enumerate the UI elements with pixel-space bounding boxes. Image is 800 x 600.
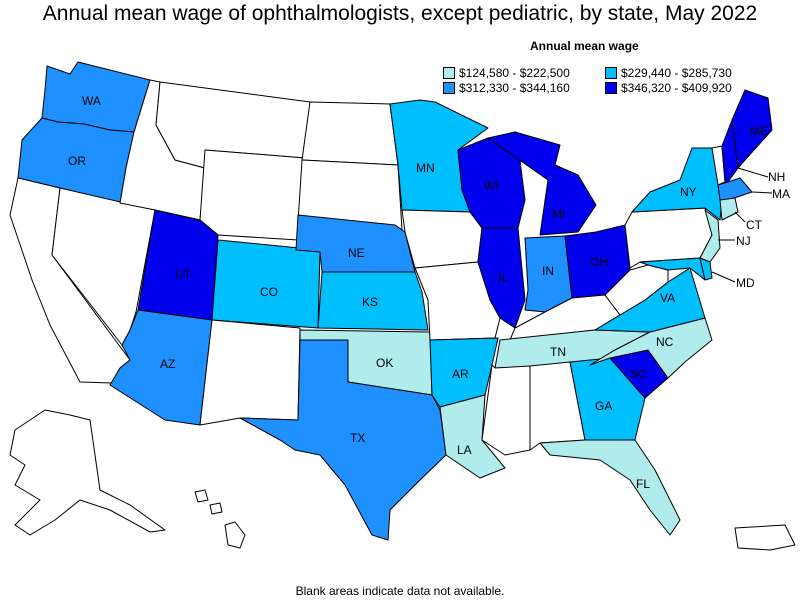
label-MI: MI — [552, 207, 565, 221]
label-FL: FL — [636, 477, 650, 491]
label-WI: WI — [484, 179, 499, 193]
legend-item-3: $312,330 - $344,160 — [443, 81, 570, 95]
map-title: Annual mean wage of ophthalmologists, ex… — [42, 2, 758, 25]
state-NM — [199, 319, 301, 426]
state-HI — [224, 521, 246, 549]
legend-label-2: $229,440 - $285,730 — [621, 66, 732, 80]
legend-label-4: $346,320 - $409,920 — [621, 81, 732, 95]
label-TX: TX — [350, 431, 365, 445]
label-OH: OH — [590, 255, 608, 269]
label-MD: MD — [736, 276, 755, 290]
label-NH: NH — [768, 170, 785, 184]
label-KS: KS — [362, 295, 378, 309]
state-PR — [734, 524, 796, 551]
label-CT: CT — [746, 218, 763, 232]
legend-swatch-1 — [443, 67, 455, 79]
legend-item-2: $229,440 - $285,730 — [605, 66, 732, 80]
legend-swatch-4 — [605, 82, 617, 94]
label-VA: VA — [660, 291, 675, 305]
label-AZ: AZ — [160, 357, 175, 371]
label-WA: WA — [82, 94, 101, 108]
leader-line-ct — [734, 211, 746, 223]
label-NY: NY — [680, 185, 697, 199]
legend-item-4: $346,320 - $409,920 — [605, 81, 732, 95]
state-HI-3 — [209, 502, 223, 515]
label-NE: NE — [348, 246, 365, 260]
leader-line-md — [711, 271, 736, 283]
state-IA — [401, 209, 483, 269]
label-IN: IN — [542, 264, 554, 278]
label-MN: MN — [416, 161, 435, 175]
legend-swatch-2 — [605, 67, 617, 79]
label-TN: TN — [550, 345, 566, 359]
label-SC: SC — [630, 367, 647, 381]
state-CO — [211, 239, 321, 329]
leader-line-nh — [737, 167, 769, 178]
label-OR: OR — [68, 154, 86, 168]
legend-title: Annual mean wage — [530, 39, 639, 53]
state-ND — [301, 101, 399, 166]
label-AR: AR — [452, 367, 469, 381]
state-MI — [487, 131, 597, 236]
legend-label-3: $312,330 - $344,160 — [459, 81, 570, 95]
state-DE — [699, 257, 713, 281]
label-NJ: NJ — [736, 234, 751, 248]
state-LA — [439, 394, 506, 479]
state-KS — [317, 271, 429, 331]
label-NC: NC — [656, 335, 674, 349]
footnote: Blank areas indicate data not available. — [295, 584, 505, 598]
state-HI-2 — [194, 489, 209, 503]
label-MA: MA — [772, 187, 790, 201]
label-LA: LA — [457, 443, 472, 457]
label-OK: OK — [376, 356, 393, 370]
state-CT — [719, 197, 739, 221]
state-FL — [539, 439, 681, 536]
state-AK — [9, 409, 166, 536]
legend-item-1: $124,580 - $222,500 — [443, 66, 570, 80]
state-NY — [631, 147, 723, 221]
label-UT: UT — [175, 267, 192, 281]
leader-line-ma — [751, 191, 773, 194]
state-WV — [604, 264, 669, 316]
legend-label-1: $124,580 - $222,500 — [459, 66, 570, 80]
legend-swatch-3 — [443, 82, 455, 94]
label-GA: GA — [595, 399, 612, 413]
label-IL: IL — [498, 271, 508, 285]
state-IL — [477, 227, 526, 329]
label-ME: ME — [750, 124, 768, 138]
label-CO: CO — [260, 285, 278, 299]
state-NC — [589, 317, 713, 379]
state-WY — [199, 149, 306, 241]
state-NH — [721, 119, 739, 183]
state-TX — [239, 339, 447, 541]
